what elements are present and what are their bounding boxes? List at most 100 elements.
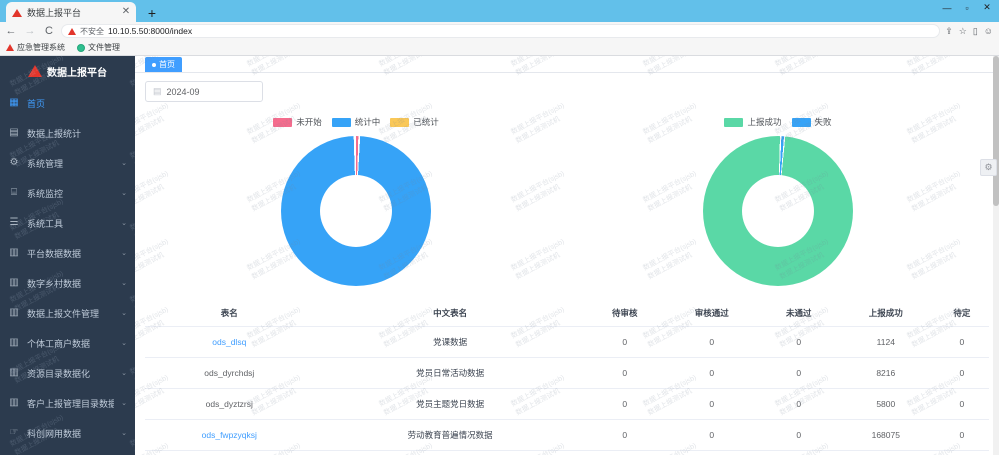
browser-toolbar: ← → C 不安全 10.10.5.50:8000/index ⇪ ☆ ▯ ☺ xyxy=(0,22,999,40)
grid-icon: ▥ xyxy=(9,397,19,408)
chevron-down-icon: ⌄ xyxy=(121,340,127,347)
red-triangle-icon xyxy=(12,7,23,18)
sidebar-item-file-management[interactable]: ▥ 数据上报文件管理 ⌄ xyxy=(0,298,135,328)
toolbar-actions: ⇪ ☆ ▯ ☺ xyxy=(945,26,995,37)
cell-other: 0 xyxy=(934,357,989,389)
col-table-name: 表名 xyxy=(145,300,314,327)
sidebar-item-system-tools[interactable]: ☰ 系统工具 ⌄ xyxy=(0,208,135,238)
cell-success: 77 xyxy=(836,450,935,455)
cell-cn-name: 党课数据 xyxy=(313,326,587,358)
bookmark-item-1[interactable]: 应急管理系统 xyxy=(6,42,65,53)
sidebar-item-label: 系统工具 xyxy=(27,218,64,229)
table-row[interactable]: ods_dyztzrsj 党员主题党日数据 0 0 0 5800 0 xyxy=(145,388,989,420)
legend-item[interactable]: 已统计 xyxy=(390,116,439,128)
cell-approved: 0 xyxy=(662,419,761,451)
bookmark-label: 文件管理 xyxy=(88,43,120,52)
legend-item[interactable]: 失败 xyxy=(791,116,832,128)
cell-rejected: 0 xyxy=(760,419,837,451)
table-row[interactable]: ods_fwpzyqksj 劳动教育普遍情况数据 0 0 0 168075 0 xyxy=(145,419,989,451)
legend-swatch xyxy=(273,117,293,127)
chart-report-status: 上报成功 失败 xyxy=(567,116,989,286)
sidebar-item-digital-village[interactable]: ▥ 数字乡村数据 ⌄ xyxy=(0,268,135,298)
sidebar-item-innovation-data[interactable]: ☞ 科创网用数据 ⌄ xyxy=(0,418,135,448)
hand-icon: ☞ xyxy=(9,427,19,438)
sidebar-item-system-monitor[interactable]: ⌸ 系统监控 ⌄ xyxy=(0,178,135,208)
back-icon[interactable]: ← xyxy=(5,24,17,37)
cell-cn-name: 劳动教育学生实践活动数据 xyxy=(313,450,587,455)
bookmark-item-2[interactable]: 文件管理 xyxy=(77,42,120,53)
cell-other: 0 xyxy=(934,326,989,358)
col-pending: 待审核 xyxy=(586,300,663,327)
browser-tab[interactable]: 数据上报平台 ✕ xyxy=(6,2,136,22)
sidebar-item-label: 数据上报文件管理 xyxy=(27,308,100,319)
gear-icon: ⚙ xyxy=(9,157,19,168)
close-icon[interactable]: ✕ xyxy=(121,6,131,17)
col-success: 上报成功 xyxy=(836,300,935,327)
cell-table-name[interactable]: ods_fwsxtsgzysj xyxy=(145,450,314,455)
maximize-button[interactable]: ▫ xyxy=(965,2,969,13)
reload-icon[interactable]: C xyxy=(45,24,53,37)
sidebar-item-label: 资源目录数据化 xyxy=(27,368,91,379)
chevron-down-icon: ⌄ xyxy=(121,190,127,197)
sidebar-item-system-management[interactable]: ⚙ 系统管理 ⌄ xyxy=(0,148,135,178)
cell-approved: 0 xyxy=(662,357,761,389)
table-header-row: 表名 中文表名 待审核 审核通过 未通过 上报成功 待定 xyxy=(145,300,989,327)
cell-table-name[interactable]: ods_dyztzrsj xyxy=(145,388,314,420)
cell-table-name[interactable]: ods_dlsq xyxy=(145,326,314,358)
table-row[interactable]: ods_dyrchdsj 党员日常活动数据 0 0 0 8216 0 xyxy=(145,357,989,389)
table-row[interactable]: ods_dlsq 党课数据 0 0 0 1124 0 xyxy=(145,326,989,358)
sidebar-item-label: 数据上报统计 xyxy=(27,128,82,139)
forward-icon[interactable]: → xyxy=(24,24,36,37)
legend-item[interactable]: 未开始 xyxy=(273,116,322,128)
window-close-button[interactable]: ✕ xyxy=(983,2,991,12)
donut-chart-report[interactable] xyxy=(703,136,853,286)
chart-legend: 上报成功 失败 xyxy=(724,116,832,128)
grid-icon: ▥ xyxy=(9,277,19,288)
sidebar-item-report-stats[interactable]: ▤ 数据上报统计 xyxy=(0,118,135,148)
cell-approved: 0 xyxy=(662,450,761,455)
extensions-icon[interactable]: ▯ xyxy=(972,25,978,36)
cell-other: 0 xyxy=(934,450,989,455)
sidebar-item-platform-data[interactable]: ▥ 平台数据数据 ⌄ xyxy=(0,238,135,268)
cell-rejected: 0 xyxy=(760,450,837,455)
month-picker[interactable]: ▤ 2024-09 xyxy=(145,81,263,102)
donut-chart-audit[interactable] xyxy=(281,136,431,286)
new-tab-button[interactable]: + xyxy=(147,5,157,21)
col-cn-name: 中文表名 xyxy=(313,300,587,327)
vertical-scrollbar[interactable] xyxy=(993,56,999,455)
chevron-down-icon: ⌄ xyxy=(121,250,127,257)
star-icon[interactable]: ☆ xyxy=(958,25,967,36)
share-icon[interactable]: ⇪ xyxy=(945,25,953,36)
grid-icon: ▥ xyxy=(9,247,19,258)
cell-table-name[interactable]: ods_dyrchdsj xyxy=(145,357,314,389)
chevron-down-icon: ⌄ xyxy=(121,160,127,167)
settings-fab[interactable]: ⚙ xyxy=(980,159,997,176)
cell-table-name[interactable]: ods_fwpzyqksj xyxy=(145,419,314,451)
profile-icon[interactable]: ☺ xyxy=(983,26,993,36)
content-area: 首页 ▤ 2024-09 未开始 xyxy=(135,56,999,455)
cell-other: 0 xyxy=(934,419,989,451)
sidebar-item-home[interactable]: ▦ 首页 xyxy=(0,88,135,118)
browser-tabstrip: 数据上报平台 ✕ + — ▫ ✕ xyxy=(0,0,999,22)
cell-approved: 0 xyxy=(662,326,761,358)
sidebar-item-client-report[interactable]: ▥ 客户上报管理目录数据 ⌄ xyxy=(0,388,135,418)
sidebar-item-label: 个体工商户数据 xyxy=(27,338,91,349)
chevron-down-icon: ⌄ xyxy=(121,430,127,437)
col-rejected: 未通过 xyxy=(760,300,837,327)
brand-name: 数据上报平台 xyxy=(47,67,107,79)
tab-home[interactable]: 首页 xyxy=(145,57,182,72)
cell-rejected: 0 xyxy=(760,357,837,389)
legend-item[interactable]: 上报成功 xyxy=(724,116,782,128)
legend-item[interactable]: 统计中 xyxy=(331,116,381,128)
cell-success: 168075 xyxy=(836,419,935,451)
sidebar-item-individual-business[interactable]: ▥ 个体工商户数据 ⌄ xyxy=(0,328,135,358)
legend-label: 统计中 xyxy=(354,117,381,127)
minimize-button[interactable]: — xyxy=(942,2,952,13)
cell-cn-name: 党员日常活动数据 xyxy=(313,357,587,389)
address-bar[interactable]: 不安全 10.10.5.50:8000/index xyxy=(61,24,941,38)
sidebar-item-resource-catalog[interactable]: ▥ 资源目录数据化 ⌄ xyxy=(0,358,135,388)
grid-icon: ▥ xyxy=(9,307,19,318)
browser-tab-title: 数据上报平台 xyxy=(27,7,82,18)
table-row[interactable]: ods_fwsxtsgzysj 劳动教育学生实践活动数据 77 0 0 77 0 xyxy=(145,450,989,455)
scrollbar-thumb[interactable] xyxy=(993,56,999,206)
